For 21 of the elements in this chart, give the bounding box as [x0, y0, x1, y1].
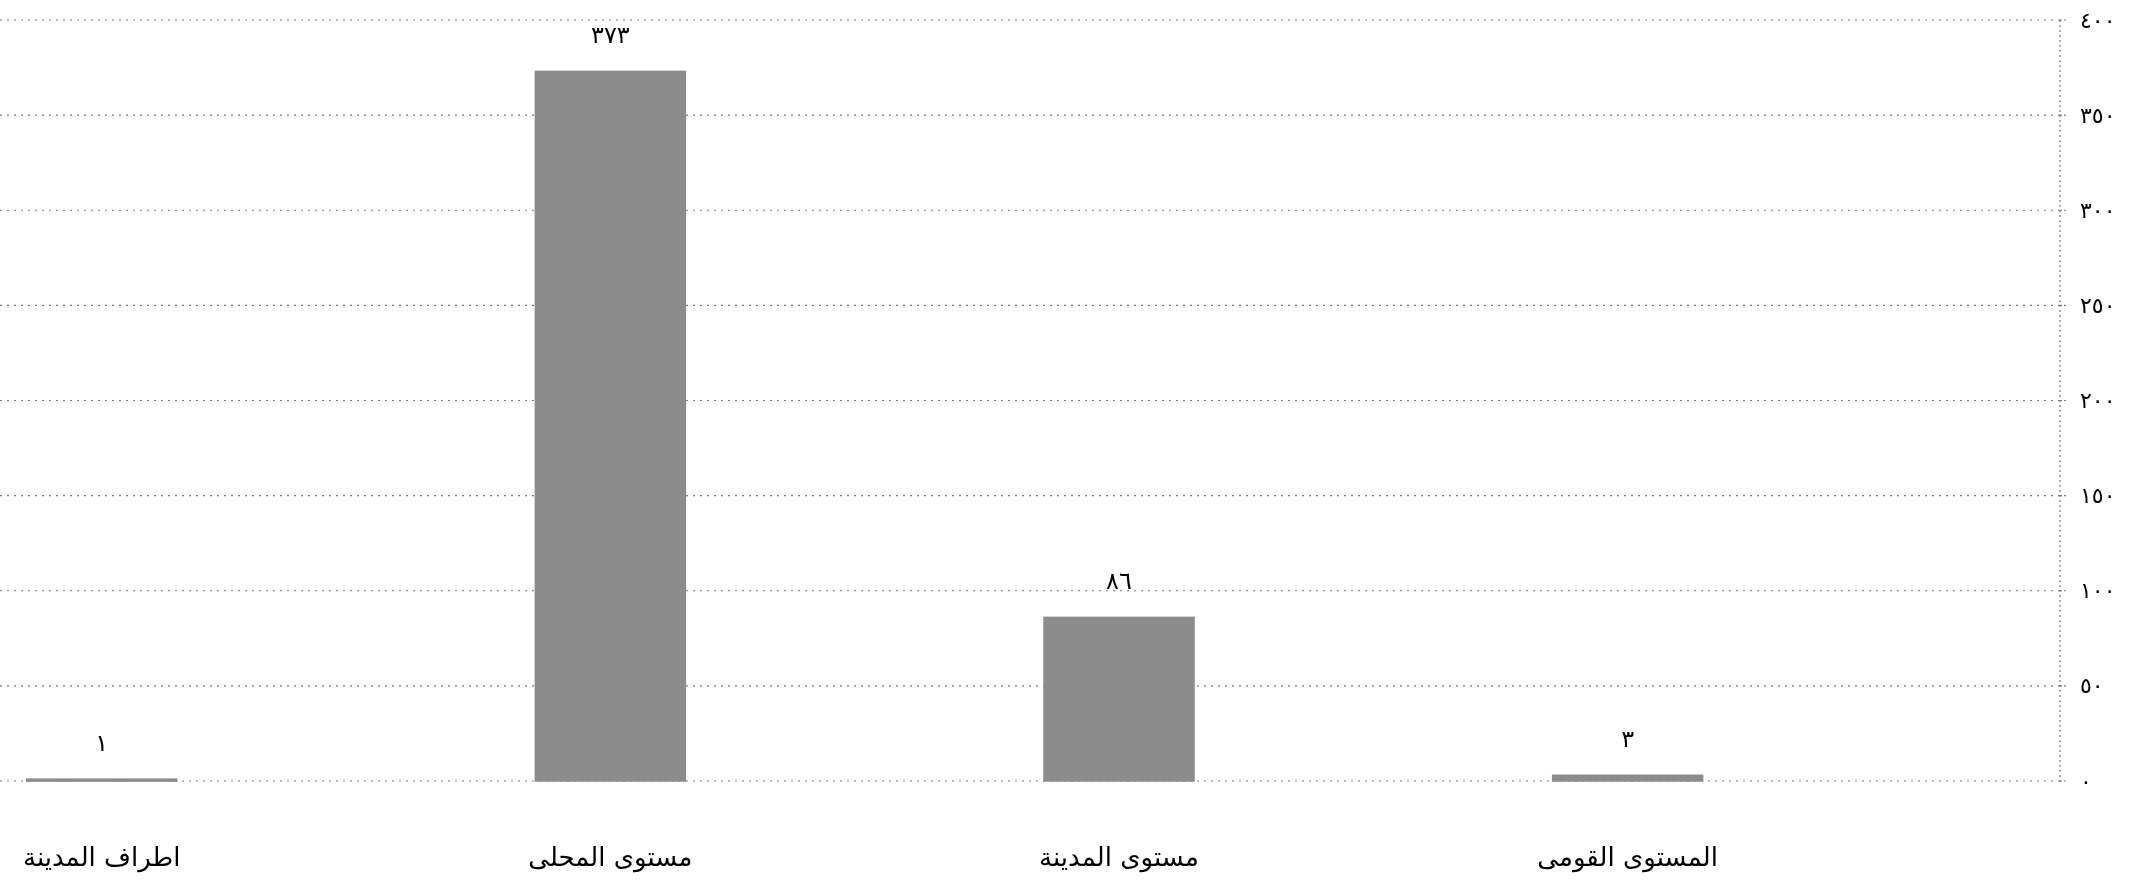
y-tick-label: ٢٥٠	[2080, 292, 2116, 318]
bar	[1043, 616, 1195, 782]
bar	[1551, 774, 1704, 782]
x-tick-label: مستوى المدينة	[1039, 842, 1199, 873]
data-label: ٣٧٣	[591, 21, 630, 50]
x-tick-label: مستوى المحلى	[528, 842, 693, 873]
y-tick-label: ٠	[2080, 768, 2092, 794]
bar	[534, 70, 687, 782]
x-tick-label: المستوى القومى	[1537, 842, 1718, 873]
data-label: ٣	[1621, 725, 1635, 754]
y-tick-label: ٢٠٠	[2080, 388, 2116, 413]
y-tick-label: ٣٠٠	[2080, 197, 2116, 223]
data-label: ١	[95, 729, 109, 758]
x-tick-label: اطراف المدينة	[22, 842, 181, 873]
y-tick-label: ١٠٠	[2080, 578, 2116, 604]
y-tick-label: ٥٠	[2080, 673, 2104, 699]
bar	[25, 778, 178, 782]
y-tick-label: ٣٥٠	[2080, 102, 2116, 128]
y-tick-label: ١٥٠	[2080, 483, 2116, 509]
data-label: ٨٦	[1106, 567, 1132, 596]
y-tick-label: ٤٠٠	[2080, 7, 2116, 33]
